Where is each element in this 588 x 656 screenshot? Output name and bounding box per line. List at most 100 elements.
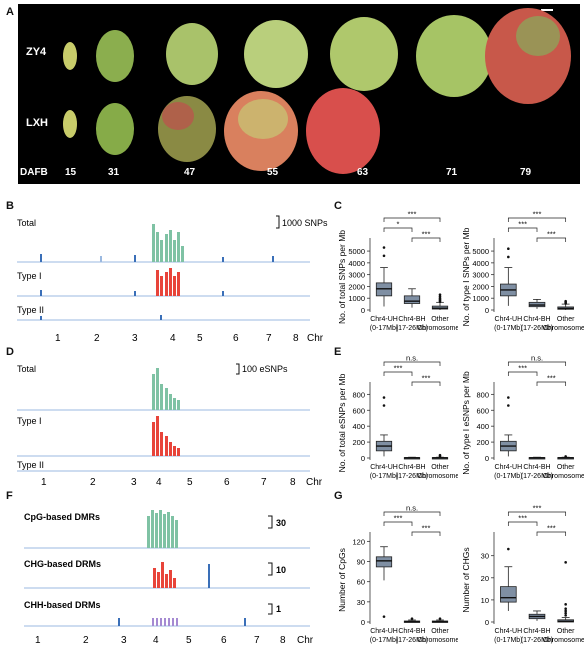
y-tick-label: 800 (352, 390, 365, 399)
category-label: (0-17Mb) (370, 473, 398, 480)
chr-axis-label: Chr (297, 635, 314, 646)
y-tick-label: 600 (476, 406, 489, 415)
y-tick-label: 10 (481, 596, 489, 605)
box (500, 586, 517, 603)
box (375, 556, 393, 568)
category-label: (0-17Mb) (494, 473, 522, 480)
chr-tick: 1 (55, 333, 61, 344)
boxplot-type-i-snps: No. of type I SNPs per Mb 0 1000 2000 3000 40… (461, 210, 584, 333)
stage-label: 15 (65, 167, 77, 178)
y-tick-label: 3000 (472, 271, 489, 280)
significance-label: * (397, 220, 400, 229)
stage-label: 79 (520, 167, 532, 178)
chr-tick: 3 (131, 477, 137, 488)
row-label-lxh: LXH (26, 117, 48, 129)
chr-tick: 6 (233, 333, 239, 344)
significance-label: *** (518, 364, 527, 373)
scale-bracket (236, 363, 240, 375)
significance-bracket (383, 511, 441, 516)
significance-label: *** (394, 364, 403, 373)
track-label: CHG-based DRMs (24, 559, 101, 569)
chr-tick: 5 (186, 635, 192, 646)
y-tick-label: 3000 (348, 271, 365, 280)
chr-tick: 5 (187, 477, 193, 488)
significance-bracket (411, 381, 441, 386)
chr-tick: 2 (83, 635, 89, 646)
category-label: Chr4-UH (370, 316, 398, 323)
y-tick-label: 20 (481, 574, 489, 583)
chr-tick: 4 (153, 635, 159, 646)
category-label: Other (557, 316, 575, 323)
significance-label: *** (533, 504, 542, 513)
significance-bracket (536, 381, 567, 386)
scale-label: 1 (276, 604, 281, 614)
category-label: Chr4-UH (495, 464, 523, 471)
panel-letter-g: G (334, 490, 343, 502)
y-tick-label: 200 (352, 438, 365, 447)
category-label: Chr4-BH (398, 464, 425, 471)
category-label: (17-26Mb) (521, 473, 553, 480)
scale-label: 100 eSNPs (242, 364, 288, 374)
chr-axis-label: Chr (306, 477, 323, 488)
category-label: (17-26Mb) (396, 637, 428, 644)
stage-label: 71 (446, 167, 458, 178)
panel-letter-b: B (6, 200, 14, 212)
chr-tick: 7 (266, 333, 272, 344)
y-tick-label: 0 (485, 454, 489, 463)
panel-b-chr-axis: 1 2 3 4 5 6 7 8 Chr (55, 333, 324, 344)
significance-bracket (536, 531, 567, 536)
significance-bracket (536, 237, 567, 242)
y-tick-label: 5000 (472, 247, 489, 256)
category-label: Chromosomes (417, 325, 458, 332)
track-type-i (17, 268, 310, 297)
scale-bracket (268, 603, 273, 615)
category-label: Chromosomes (543, 325, 584, 332)
panel-b-track-plot: Total Type I Type II 1000 SNPs (17, 215, 328, 321)
outlier-point (438, 293, 442, 296)
chr-tick: 4 (156, 477, 162, 488)
category-label: (17-26Mb) (521, 637, 553, 644)
panel-d-chr-axis: 1 2 3 4 5 6 7 8 Chr (41, 477, 323, 488)
category-label: (0-17Mb) (494, 325, 522, 332)
panel-d-track-plot: Total Type I Type II 100 eSNPs (17, 363, 310, 472)
y-tick-label: 400 (476, 422, 489, 431)
y-axis-label: No. of total eSNPs per Mb (337, 373, 347, 472)
outlier-point (382, 254, 386, 258)
category-label: Chr4-UH (370, 628, 398, 635)
category-label: Other (557, 464, 575, 471)
category-label: Chr4-BH (523, 464, 550, 471)
y-tick-label: 0 (361, 618, 365, 627)
category-label: (0-17Mb) (370, 637, 398, 644)
y-tick-label: 4000 (348, 259, 365, 268)
significance-label: *** (422, 374, 431, 383)
fruit-photo-panel: ZY4 LXH DAFB 15 31 47 55 63 71 79 (18, 4, 580, 184)
outlier-point (507, 255, 510, 259)
category-label: (17-26Mb) (396, 473, 428, 480)
category-label: (0-17Mb) (494, 637, 522, 644)
y-tick-label: 90 (357, 558, 365, 567)
significance-bracket (411, 237, 441, 242)
chr-tick: 2 (94, 333, 100, 344)
outlier-point (382, 404, 386, 407)
y-axis-label: No. of type I SNPs per Mb (461, 227, 471, 326)
outlier-point (564, 614, 567, 617)
boxplot-type-i-esnps: No. of type I eSNPs per Mb 0 200 400 600 800 C… (461, 354, 584, 481)
significance-label: *** (518, 220, 527, 229)
chr-tick: 7 (261, 477, 267, 488)
track-cpg (24, 510, 310, 549)
significance-bracket (383, 521, 413, 526)
track-type-i (17, 416, 310, 457)
significance-label: *** (533, 210, 542, 219)
category-label: Chr4-UH (370, 464, 398, 471)
outlier-point (564, 603, 567, 606)
y-tick-label: 600 (352, 406, 365, 415)
significance-bracket (507, 217, 567, 222)
significance-bracket (383, 217, 441, 222)
outlier-point (564, 455, 567, 458)
category-label: Chromosomes (417, 637, 458, 644)
y-tick-label: 30 (481, 552, 489, 561)
y-tick-label: 0 (485, 618, 489, 627)
significance-bracket (507, 521, 538, 526)
chr-tick: 7 (254, 635, 260, 646)
significance-bracket (383, 371, 413, 376)
